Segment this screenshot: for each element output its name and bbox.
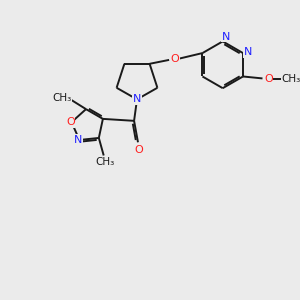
Text: O: O (171, 54, 179, 64)
Text: N: N (74, 135, 83, 145)
Text: CH₃: CH₃ (281, 74, 300, 84)
Text: CH₃: CH₃ (95, 157, 114, 167)
Text: CH₃: CH₃ (52, 93, 71, 103)
Text: N: N (133, 94, 141, 104)
Text: O: O (135, 145, 143, 155)
Text: N: N (244, 47, 252, 57)
Text: O: O (66, 117, 75, 127)
Text: O: O (264, 74, 273, 84)
Text: N: N (221, 32, 230, 41)
